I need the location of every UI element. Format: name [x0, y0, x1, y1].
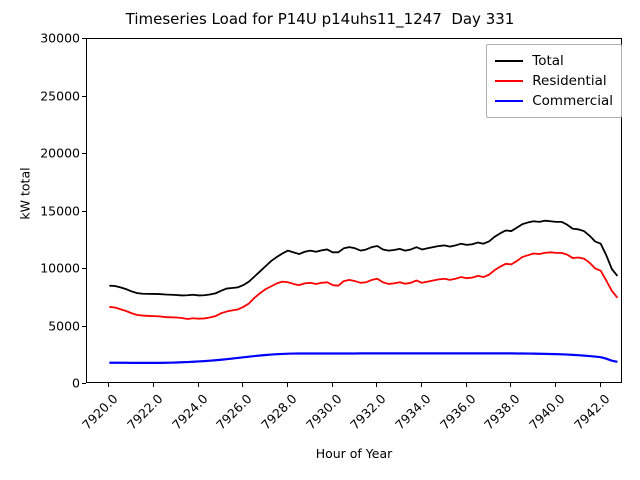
x-tick-label: 7928.0: [258, 391, 300, 433]
chart-title: Timeseries Load for P14U p14uhs11_1247 D…: [125, 10, 515, 28]
x-tick-label: 7938.0: [481, 391, 523, 433]
y-tick-label: 20000: [40, 145, 80, 161]
y-tick-label: 25000: [40, 88, 80, 103]
x-tick-mark: [599, 383, 601, 387]
x-tick-mark: [242, 383, 244, 387]
series-line-total: [109, 219, 619, 297]
x-tick-mark: [555, 383, 557, 387]
x-tick-mark: [153, 383, 155, 387]
x-tick-mark: [331, 383, 333, 387]
legend: Total Residential Commercial: [486, 44, 622, 118]
series-line-commercial: [109, 352, 618, 364]
y-tick-mark: [82, 268, 86, 270]
series-line-residential: [109, 251, 619, 320]
y-tick-mark: [82, 325, 86, 327]
x-tick-label: 7922.0: [124, 391, 166, 433]
x-tick-label: 7942.0: [570, 391, 613, 433]
legend-item: Residential: [495, 71, 613, 91]
x-tick-mark: [465, 383, 467, 387]
legend-line-swatch: [495, 60, 524, 62]
x-tick-label: 7936.0: [436, 391, 479, 433]
x-tick-label: 7932.0: [347, 391, 389, 433]
x-tick-mark: [197, 383, 199, 387]
y-tick-label: 30000: [40, 30, 80, 46]
y-tick-label: 15000: [40, 203, 80, 218]
x-tick-mark: [108, 383, 110, 387]
legend-line-swatch: [495, 100, 524, 102]
x-axis-label: Hour of Year: [315, 446, 393, 461]
x-tick-label: 7926.0: [213, 391, 255, 433]
y-tick-label: 0: [72, 375, 80, 391]
legend-line-swatch: [495, 80, 524, 82]
x-tick-mark: [287, 383, 289, 387]
x-tick-label: 7934.0: [392, 391, 434, 433]
legend-label: Commercial: [532, 93, 613, 109]
y-tick-mark: [82, 38, 86, 40]
legend-label: Residential: [532, 73, 607, 89]
y-axis-ticklabels: 0 5000 10000 15000 20000 25000 30000: [0, 0, 80, 480]
legend-label: Total: [532, 53, 564, 69]
y-tick-mark: [82, 383, 86, 385]
legend-item: Commercial: [495, 91, 613, 111]
y-tick-label: 5000: [48, 318, 80, 333]
series-lines: [109, 219, 619, 364]
x-tick-label: 7940.0: [526, 391, 568, 433]
y-tick-mark: [82, 153, 86, 155]
x-tick-mark: [421, 383, 423, 387]
y-axis-label: kW total: [17, 167, 33, 220]
legend-item: Total: [495, 51, 613, 71]
y-tick-label: 10000: [40, 260, 80, 276]
x-tick-mark: [376, 383, 378, 387]
x-tick-label: 7924.0: [168, 391, 211, 433]
x-tick-label: 7930.0: [302, 391, 345, 433]
y-tick-mark: [82, 210, 86, 212]
x-tick-mark: [510, 383, 512, 387]
y-tick-mark: [82, 95, 86, 97]
